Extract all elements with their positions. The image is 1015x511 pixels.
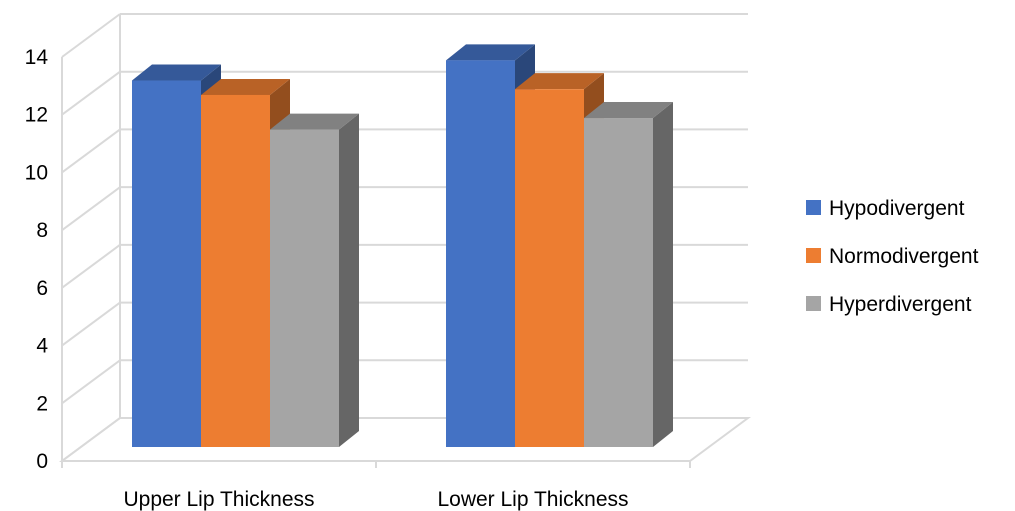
bar-top: [584, 102, 673, 119]
y-tick-label: 14: [25, 46, 49, 69]
axis-labels: 0 2 4 6 8 10 12 14 Upper Lip Thickness Lower Lip …: [25, 46, 629, 511]
bar: [270, 129, 339, 448]
side-wall-line: [61, 13, 121, 58]
y-tick-label: 8: [36, 219, 48, 242]
side-wall-line: [61, 244, 121, 289]
bar: [201, 94, 270, 447]
bar: [446, 60, 515, 448]
legend-label: Hypodivergent: [829, 197, 965, 220]
side-wall-line: [61, 70, 121, 116]
bar-top: [132, 64, 221, 81]
side-wall-line: [61, 128, 121, 174]
legend-swatch: [806, 200, 821, 215]
axes: [61, 57, 691, 468]
bar-top: [515, 73, 604, 90]
y-tick-label: 4: [36, 335, 48, 358]
bar-side: [339, 113, 359, 448]
bar: [132, 80, 201, 447]
legend-swatch: [806, 296, 821, 311]
category-label: Upper Lip Thickness: [123, 488, 314, 511]
bar-side: [653, 102, 673, 448]
y-tick-label: 2: [36, 392, 48, 415]
legend-label: Hyperdivergent: [829, 293, 972, 316]
side-wall-line: [61, 301, 121, 347]
legend-swatch: [806, 248, 821, 263]
category-label: Lower Lip Thickness: [437, 488, 628, 511]
legend-label: Normodivergent: [829, 245, 979, 268]
bars: [132, 44, 673, 448]
bar-top: [270, 113, 359, 130]
side-wall-line: [61, 186, 121, 231]
bar-top: [201, 78, 290, 95]
bar: [584, 118, 653, 448]
y-tick-label: 0: [36, 450, 48, 473]
y-tick-label: 12: [25, 104, 48, 127]
y-tick-label: 10: [25, 161, 48, 184]
legend: Hypodivergent Normodivergent Hyperdivergen…: [806, 197, 979, 316]
bar-top: [446, 44, 535, 61]
side-wall-line: [61, 359, 121, 405]
bar: [515, 89, 584, 448]
y-tick-label: 6: [36, 277, 48, 300]
